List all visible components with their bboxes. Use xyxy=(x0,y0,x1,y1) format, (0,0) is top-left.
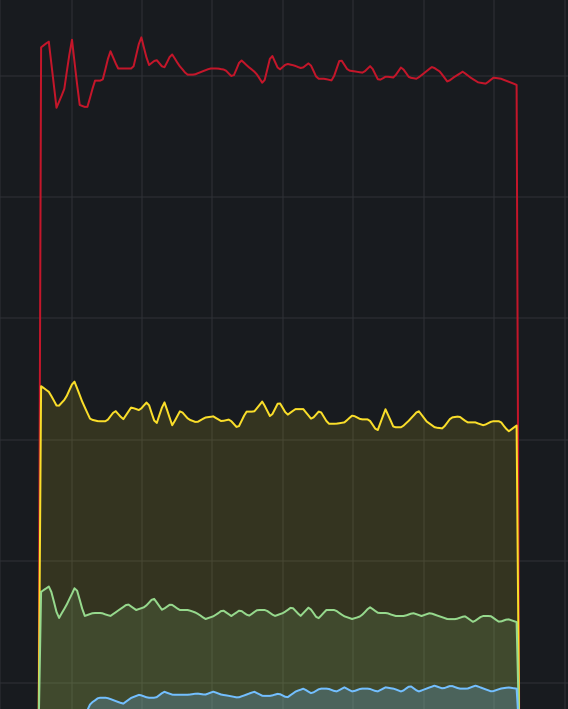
series-areas xyxy=(28,381,540,709)
series-area-2 xyxy=(28,586,540,709)
series-line-0 xyxy=(37,36,521,709)
series-lines xyxy=(37,36,521,709)
series-area-1 xyxy=(28,381,540,709)
series-line-1 xyxy=(37,380,521,709)
series-line-3 xyxy=(86,684,519,709)
series-area-3 xyxy=(28,685,540,709)
series-line-2 xyxy=(37,585,520,709)
